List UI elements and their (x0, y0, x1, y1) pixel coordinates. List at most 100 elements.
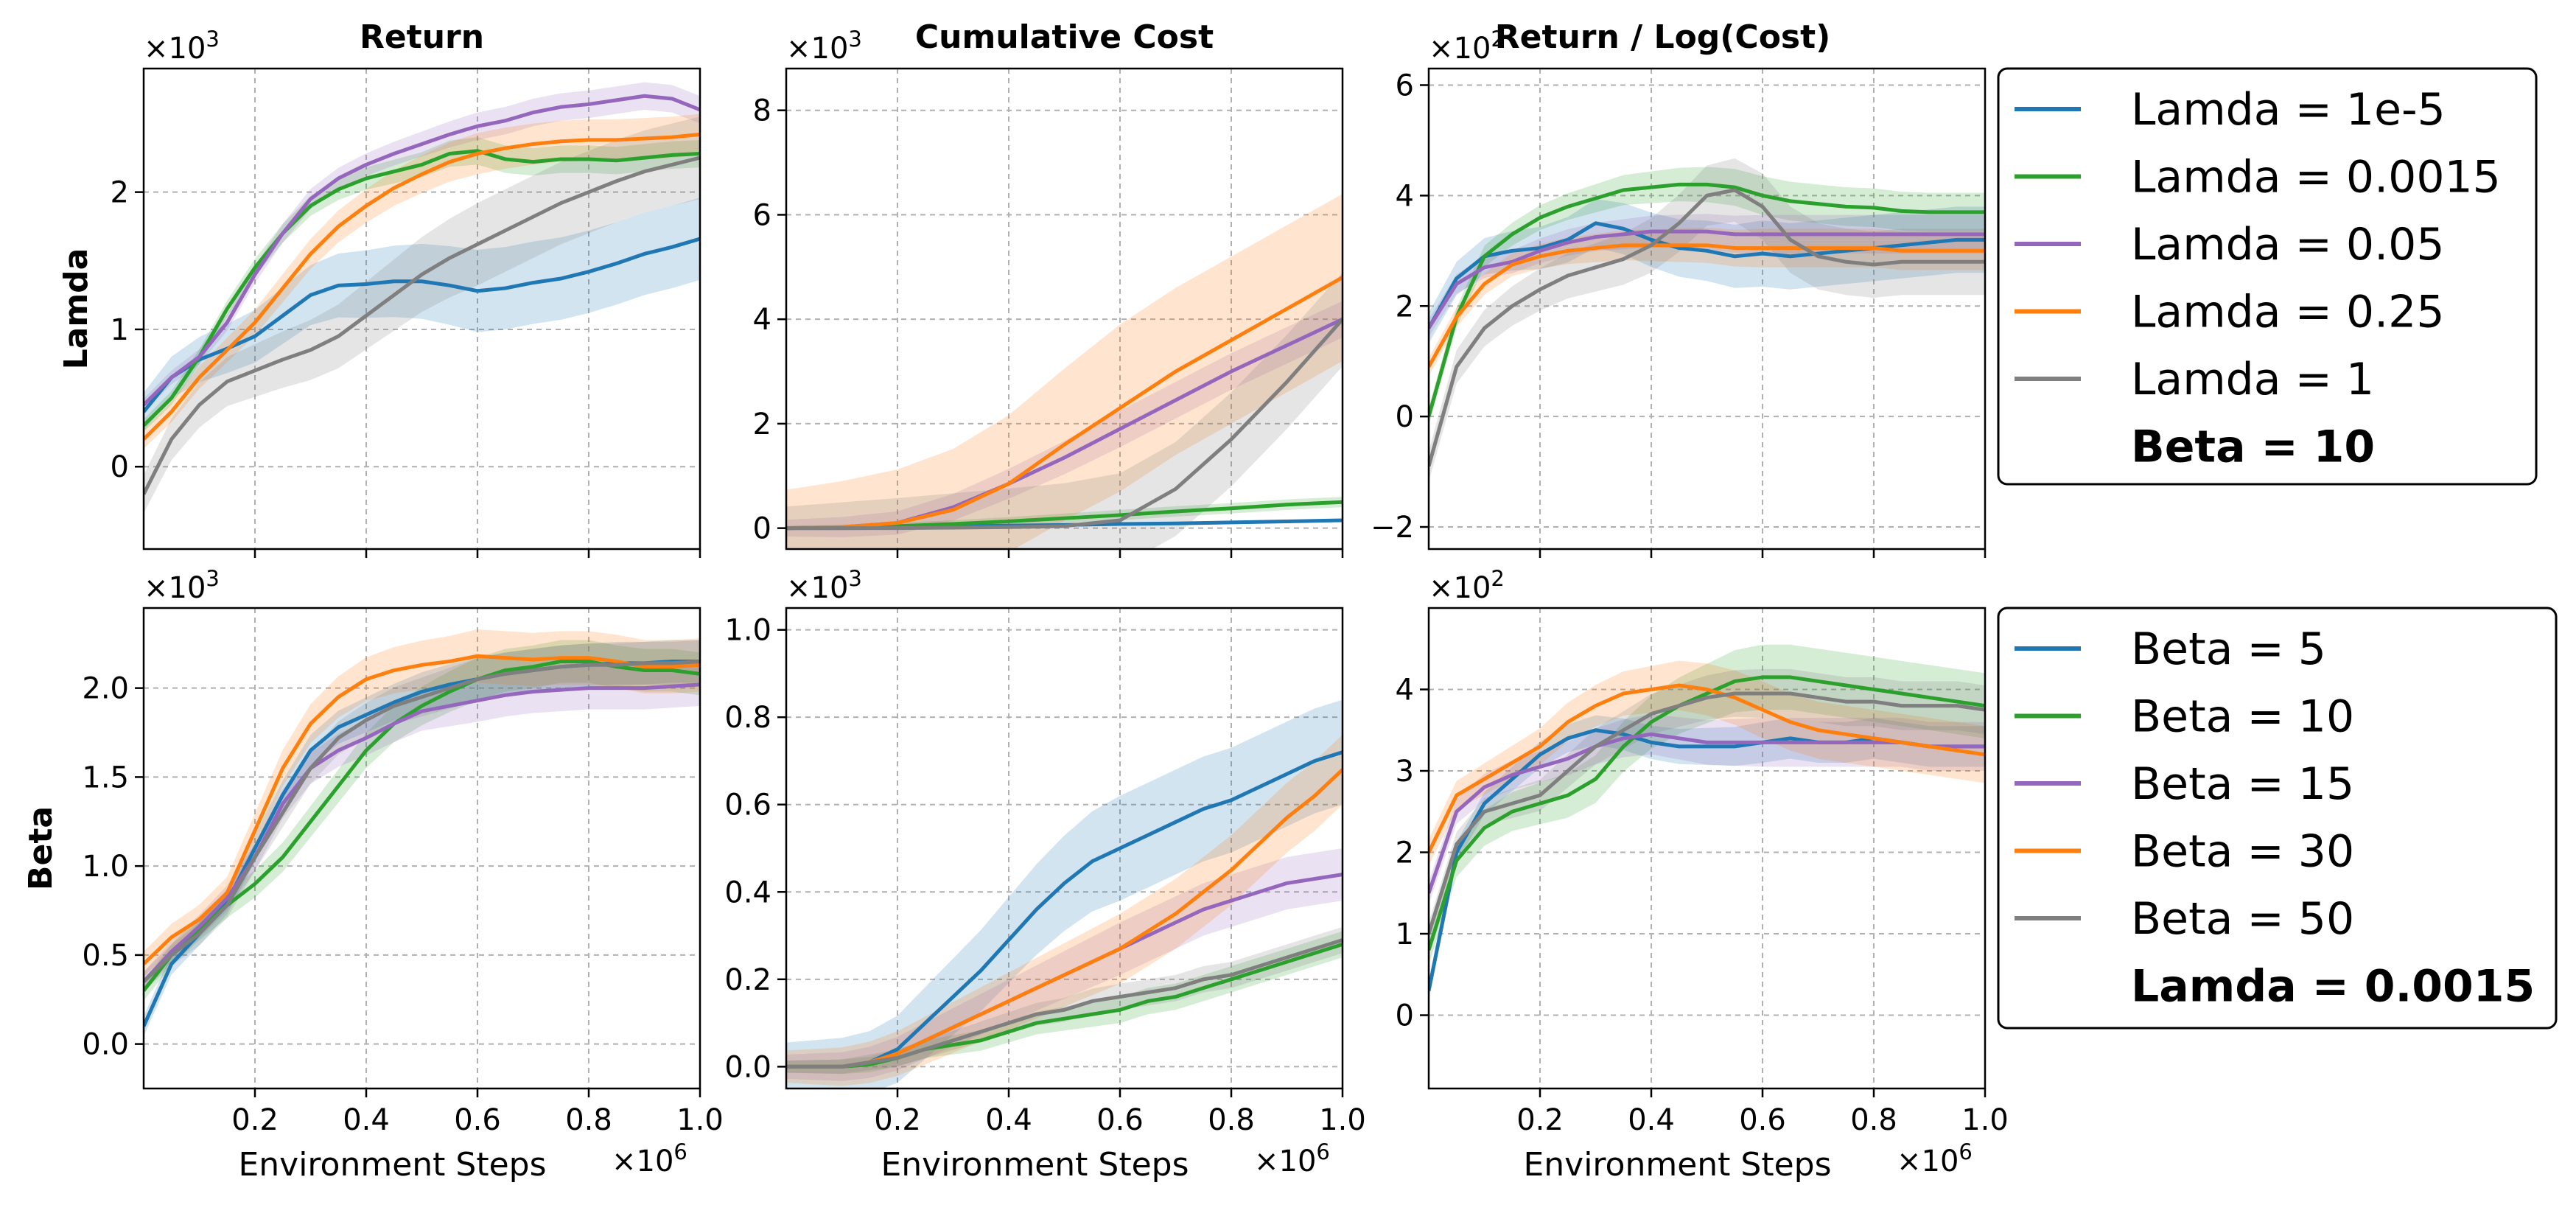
legend-1: Beta = 5 Beta = 10 Beta = 15 Beta = 30 Beta … (1997, 607, 2558, 1030)
series-line-beta-50 (1429, 691, 1985, 934)
y-multiplier: ×103 (786, 27, 862, 66)
series-line-lamda-1e-5 (144, 237, 700, 413)
panel-title: Return / Log(Cost) (1495, 18, 1831, 56)
x-tick-label: 0.6 (1739, 1103, 1786, 1137)
band-lamda-0-25 (144, 113, 700, 449)
band-lamda-1 (1429, 158, 1985, 482)
series-line-beta-50 (786, 938, 1343, 1069)
legend-frame (1997, 67, 2538, 486)
band-lamda-0-05 (1429, 214, 1985, 338)
x-tick-label: 0.8 (1208, 1103, 1255, 1137)
axes-frame (785, 67, 1344, 551)
y-tick-label: 8 (753, 94, 771, 128)
series-line-lamda-0-0015 (144, 149, 700, 427)
panel-title: Return (360, 18, 484, 56)
y-multiplier: ×103 (786, 566, 862, 605)
x-tick-label: 0.4 (343, 1103, 390, 1137)
y-tick-label: 4 (753, 303, 771, 337)
x-tick-label: 0.6 (1096, 1103, 1144, 1137)
panel-3: 0.2 0.4 0.6 0.8 1.0 0.0 0.5 1.0 1.5 2.0 ×103 Enviro… (82, 566, 723, 1184)
y-tick-label: 0 (753, 512, 771, 546)
x-tick-label: 0.4 (1628, 1103, 1675, 1137)
legend-0: Lamda = 1e-5 Lamda = 0.0015 Lamda = 0.05 La… (1997, 67, 2538, 486)
x-tick-label: 0.2 (1516, 1103, 1564, 1137)
y-multiplier: ×102 (1429, 566, 1505, 605)
series-line-beta-30 (144, 654, 700, 965)
series-line-lamda-0-05 (144, 94, 700, 407)
x-multiplier: ×106 (1254, 1139, 1330, 1178)
band-lamda-0-0015 (144, 137, 700, 432)
y-tick-label: 0.8 (724, 701, 771, 735)
x-axis-label: Environment Steps (238, 1146, 546, 1184)
series-line-lamda-0-05 (1429, 229, 1985, 329)
series-line-lamda-1 (786, 318, 1343, 531)
x-axis-label: Environment Steps (881, 1146, 1189, 1184)
band-beta-30 (1429, 660, 1985, 866)
x-tick-label: 0.2 (874, 1103, 921, 1137)
series-line-lamda-0-25 (786, 276, 1343, 531)
x-multiplier: ×106 (1897, 1139, 1973, 1178)
x-axis-label: Environment Steps (1523, 1146, 1831, 1184)
legend-label: Lamda = 0.25 (2131, 287, 2445, 338)
series-line-beta-10 (1429, 675, 1985, 951)
y-tick-label: 2 (753, 408, 771, 441)
y-tick-label: 1 (111, 313, 129, 347)
legend-note: Lamda = 0.0015 (2131, 961, 2535, 1013)
band-beta-5 (1429, 715, 1985, 1001)
x-tick-label: 1.0 (676, 1103, 724, 1137)
band-lamda-1 (144, 116, 700, 514)
y-multiplier: ×102 (1429, 27, 1505, 66)
legend-label: Lamda = 0.05 (2131, 219, 2445, 270)
band-beta-50 (786, 926, 1343, 1075)
panel-0: 0 1 2 ×103 Return (111, 18, 701, 558)
y-tick-label: 1 (1396, 918, 1414, 951)
axes-frame (785, 607, 1344, 1090)
legend-label: Lamda = 1e-5 (2131, 84, 2446, 136)
axes-frame (142, 607, 701, 1090)
band-lamda-1e-5 (144, 198, 700, 431)
x-tick-label: 0.6 (454, 1103, 501, 1137)
series-line-lamda-1 (1429, 188, 1985, 467)
series-line-lamda-0-25 (1429, 243, 1985, 368)
legend-label: Beta = 30 (2131, 826, 2354, 878)
axes-frame (1427, 67, 1987, 551)
legend-label: Lamda = 0.0015 (2131, 152, 2501, 203)
row-label: Lamda (57, 248, 95, 370)
series-line-beta-15 (144, 682, 700, 983)
series-line-lamda-1 (144, 156, 700, 495)
band-lamda-0-25 (1429, 227, 1985, 376)
series-line-lamda-0-25 (144, 132, 700, 441)
y-tick-label: 0 (111, 450, 129, 484)
y-tick-label: −2 (1371, 511, 1414, 545)
legend-frame (1997, 607, 2558, 1030)
y-tick-label: 4 (1396, 674, 1414, 707)
x-tick-label: 1.0 (1319, 1103, 1366, 1137)
band-beta-30 (786, 734, 1343, 1086)
y-tick-label: 0.0 (82, 1028, 129, 1062)
y-tick-label: 2 (1396, 836, 1414, 870)
legend-label: Lamda = 1 (2131, 354, 2374, 405)
y-tick-label: 0.5 (82, 939, 129, 973)
panel-1: 0 2 4 6 8 ×103 Cumulative Cost (753, 18, 1344, 558)
x-multiplier: ×106 (612, 1139, 687, 1178)
series-line-beta-30 (1429, 683, 1985, 853)
y-tick-label: 3 (1396, 755, 1414, 789)
y-tick-label: 1.0 (82, 850, 129, 884)
band-beta-50 (1429, 668, 1985, 946)
band-beta-15 (1429, 714, 1985, 905)
y-tick-label: 0 (1396, 400, 1414, 434)
band-lamda-0-0015 (786, 497, 1343, 531)
panel-4: 0.2 0.4 0.6 0.8 1.0 0.0 0.2 0.4 0.6 0.8 1.0 ×103 Env… (724, 566, 1365, 1184)
series-line-beta-30 (786, 768, 1343, 1069)
panel-title: Cumulative Cost (915, 18, 1214, 56)
legend-note: Beta = 10 (2131, 422, 2375, 473)
axes-frame (142, 67, 701, 551)
legend-label: Beta = 5 (2131, 623, 2326, 675)
band-beta-5 (786, 699, 1343, 1089)
y-tick-label: 2 (1396, 290, 1414, 324)
y-tick-label: 4 (1396, 179, 1414, 213)
band-beta-10 (786, 931, 1343, 1075)
series-line-beta-50 (144, 659, 700, 983)
